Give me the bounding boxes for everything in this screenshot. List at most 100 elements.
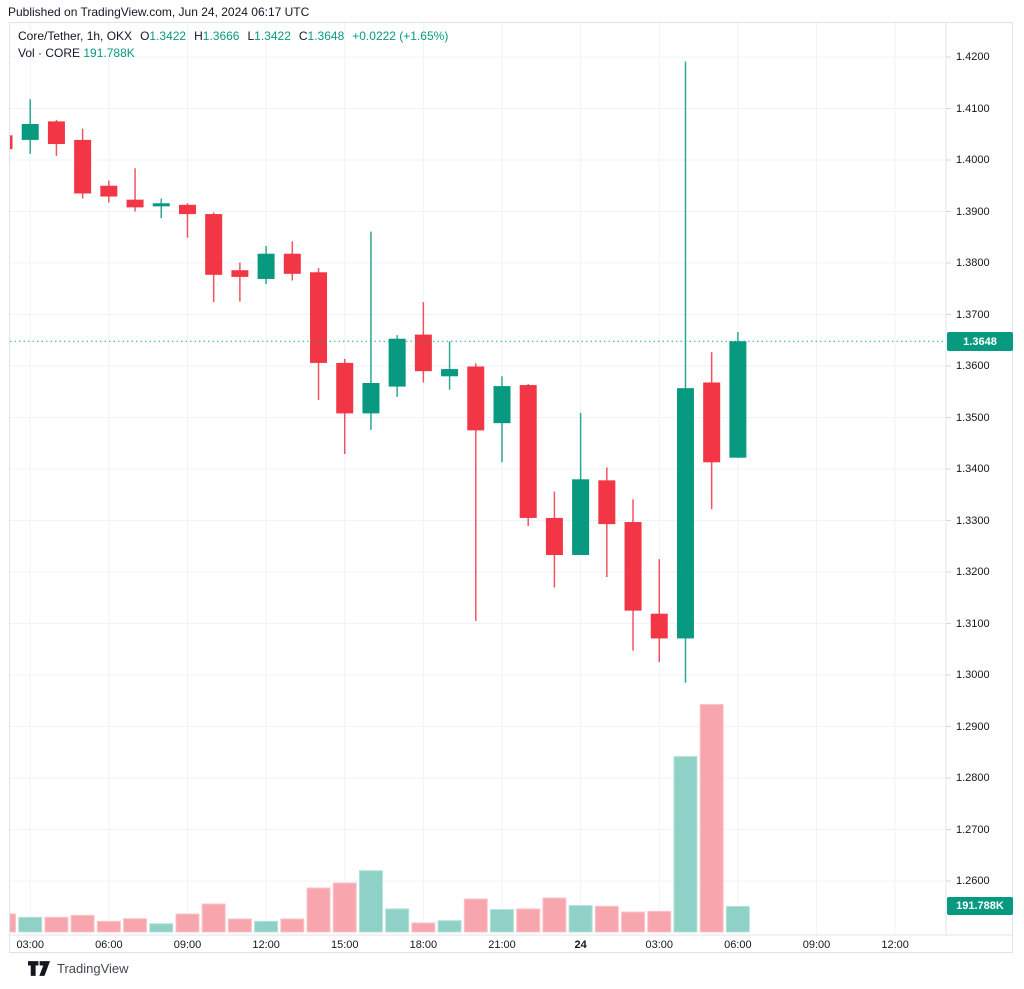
ohlc-open: O1.3422	[140, 29, 187, 43]
candle-body	[21, 123, 39, 140]
time-axis-label: 06:00	[95, 939, 123, 951]
volume-bar	[123, 918, 148, 933]
time-axis-label: 12:00	[252, 939, 280, 951]
candle-body	[152, 203, 170, 207]
candle-body	[519, 385, 537, 518]
candle-body	[10, 135, 13, 150]
candle-body	[598, 480, 616, 525]
candle-body	[178, 204, 196, 215]
price-change: +0.0222 (+1.65%)	[352, 29, 449, 43]
time-axis-label: 06:00	[724, 939, 752, 951]
candle-body	[100, 185, 118, 197]
legend-row-volume: Vol · CORE 191.788K	[18, 45, 448, 61]
volume-bar	[254, 920, 279, 933]
volume-bar	[18, 916, 43, 933]
time-axis-label: 03:00	[645, 939, 674, 951]
published-bar: Published on TradingView.com, Jun 24, 20…	[8, 5, 310, 19]
candle-body	[467, 366, 485, 431]
price-axis-label: 1.4000	[956, 154, 990, 166]
ohlc-high: H1.3666	[194, 29, 240, 43]
price-axis-label: 1.3600	[956, 360, 990, 372]
volume-bar	[44, 916, 69, 933]
price-axis-label: 1.4200	[956, 51, 990, 63]
time-axis-label: 09:00	[802, 939, 831, 951]
volume-bar	[280, 918, 305, 933]
price-axis-label: 1.3500	[956, 411, 990, 424]
volume-bar	[385, 908, 410, 933]
volume-bar	[10, 913, 16, 933]
volume-bar	[594, 905, 619, 933]
volume-value: 191.788K	[83, 46, 135, 60]
candle-body	[310, 272, 328, 363]
ohlc-close: C1.3648	[298, 29, 345, 43]
time-axis-label: 12:00	[881, 939, 909, 951]
volume-bar	[96, 920, 121, 933]
candle-body	[336, 362, 354, 414]
volume-bar	[725, 905, 750, 933]
volume-bar	[332, 882, 357, 933]
chart-frame	[9, 22, 1013, 953]
volume-bar	[175, 913, 200, 933]
candle-body	[729, 341, 747, 458]
volume-bar	[516, 908, 541, 933]
volume-bar	[621, 911, 646, 933]
volume-bar	[358, 870, 383, 933]
volume-bar	[306, 887, 331, 933]
tradingview-logo-text: TradingView	[57, 961, 129, 976]
volume-bar	[673, 756, 698, 933]
tradingview-logo[interactable]: TradingView	[28, 961, 129, 976]
price-axis-label: 1.2700	[956, 823, 990, 836]
candle-body	[126, 199, 144, 208]
candle-body	[283, 253, 301, 274]
volume-bar	[489, 909, 514, 933]
price-axis-label: 1.3000	[956, 669, 990, 681]
price-axis-label: 1.3200	[956, 566, 990, 578]
price-axis-label: 1.3900	[956, 205, 990, 218]
volume-bar	[411, 922, 436, 933]
candle-body	[703, 382, 721, 463]
volume-bar	[463, 898, 488, 933]
volume-bar	[647, 910, 672, 933]
ohlc-low: L1.3422	[247, 29, 291, 43]
candle-body	[493, 386, 511, 424]
candle-body	[676, 388, 694, 639]
price-axis-label: 1.3700	[956, 308, 990, 321]
candle-body	[414, 334, 432, 372]
candle-body	[441, 369, 459, 377]
time-axis-label: 15:00	[330, 939, 359, 951]
price-axis-label: 1.2800	[956, 772, 990, 784]
candle-body	[47, 121, 65, 145]
candle-body	[545, 517, 563, 556]
volume-bar	[227, 918, 252, 933]
price-axis-label: 1.4100	[956, 102, 990, 115]
candle-body	[231, 270, 249, 277]
volume-bar	[437, 920, 462, 933]
volume-label: Vol · CORE	[18, 46, 81, 60]
current-volume-badge: 191.788K	[947, 897, 1013, 915]
volume-bar	[201, 903, 226, 933]
tradingview-mark-icon	[28, 961, 50, 976]
price-axis-label: 1.2600	[956, 875, 990, 887]
price-axis-label: 1.3400	[956, 463, 990, 475]
time-axis-label: 24	[574, 939, 587, 951]
volume-bar	[70, 914, 95, 933]
candle-body	[362, 382, 380, 414]
price-axis-label: 1.3300	[956, 514, 990, 527]
candle-body	[572, 479, 590, 556]
price-axis-label: 1.3100	[956, 617, 990, 630]
candle-body	[388, 338, 406, 387]
volume-bar	[542, 897, 567, 933]
time-axis-label: 21:00	[488, 939, 516, 951]
candle-body	[205, 214, 223, 275]
candle-body	[257, 253, 275, 279]
candle-body	[650, 613, 668, 639]
legend-row-symbol: Core/Tether, 1h, OKX O1.3422 H1.3666 L1.342…	[18, 28, 448, 44]
price-axis-label: 1.3800	[956, 257, 990, 269]
volume-bar	[149, 923, 174, 933]
candle-body	[74, 139, 92, 194]
time-axis-label: 09:00	[173, 939, 202, 951]
time-axis-label: 18:00	[409, 939, 438, 951]
volume-bar	[568, 905, 593, 933]
price-axis-label: 1.2900	[956, 720, 990, 733]
